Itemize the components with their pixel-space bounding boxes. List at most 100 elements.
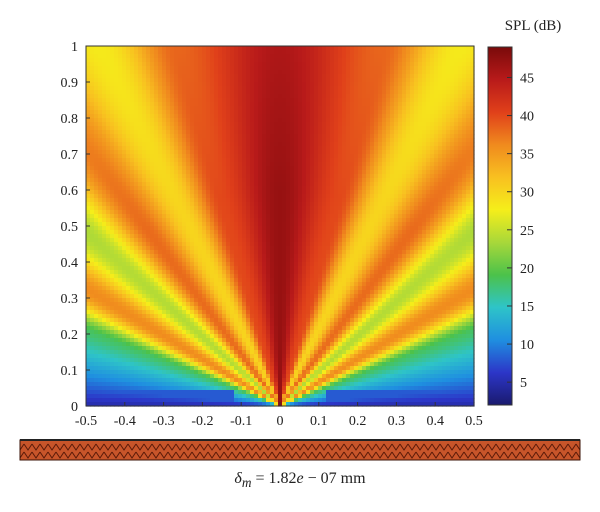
heatmap-cell <box>302 166 307 171</box>
heatmap-cell <box>430 218 435 223</box>
heatmap-cell <box>242 218 247 223</box>
heatmap-cell <box>346 90 351 95</box>
heatmap-cell <box>198 86 203 91</box>
heatmap-cell <box>298 70 303 75</box>
heatmap-cell <box>222 146 227 151</box>
heatmap-cell <box>334 146 339 151</box>
heatmap-cell <box>446 142 451 147</box>
heatmap-cell <box>374 186 379 191</box>
heatmap-cell <box>102 106 107 111</box>
heatmap-cell <box>278 182 283 187</box>
heatmap-cell <box>154 106 159 111</box>
heatmap-cell <box>150 190 155 195</box>
heatmap-cell <box>318 242 323 247</box>
heatmap-cell <box>110 198 115 203</box>
heatmap-cell <box>442 182 447 187</box>
heatmap-cell <box>470 50 475 55</box>
heatmap-cell <box>86 186 91 191</box>
heatmap-cell <box>250 138 255 143</box>
heatmap-cell <box>234 62 239 67</box>
heatmap-cell <box>234 130 239 135</box>
heatmap-cell <box>90 146 95 151</box>
heatmap-cell <box>338 118 343 123</box>
heatmap-cell <box>358 230 363 235</box>
heatmap-cell <box>418 134 423 139</box>
heatmap-cell <box>230 202 235 207</box>
heatmap-cell <box>126 122 131 127</box>
heatmap-cell <box>458 94 463 99</box>
heatmap-cell <box>330 234 335 239</box>
heatmap-cell <box>266 222 271 227</box>
heatmap-cell <box>362 150 367 155</box>
heatmap-cell <box>266 122 271 127</box>
heatmap-cell <box>394 162 399 167</box>
heatmap-cell <box>198 210 203 215</box>
heatmap-cell <box>362 74 367 79</box>
heatmap-cell <box>350 246 355 251</box>
heatmap-cell <box>114 58 119 63</box>
heatmap-cell <box>362 50 367 55</box>
heatmap-cell <box>122 158 127 163</box>
heatmap-cell <box>446 234 451 239</box>
heatmap-cell <box>386 70 391 75</box>
heatmap-cell <box>302 246 307 251</box>
heatmap-cell <box>398 106 403 111</box>
heatmap-cell <box>398 142 403 147</box>
heatmap-cell <box>358 74 363 79</box>
heatmap-cell <box>198 106 203 111</box>
heatmap-cell <box>246 214 251 219</box>
heatmap-cell <box>150 174 155 179</box>
heatmap-cell <box>178 94 183 99</box>
heatmap-cell <box>386 74 391 79</box>
heatmap-cell <box>270 174 275 179</box>
heatmap-cell <box>142 206 147 211</box>
heatmap-cell <box>410 234 415 239</box>
heatmap-cell <box>198 238 203 243</box>
heatmap-cell <box>170 54 175 59</box>
heatmap-cell <box>302 102 307 107</box>
heatmap-cell <box>202 230 207 235</box>
heatmap-cell <box>270 106 275 111</box>
heatmap-cell <box>402 234 407 239</box>
heatmap-cell <box>94 206 99 211</box>
heatmap-cell <box>206 102 211 107</box>
heatmap-cell <box>158 62 163 67</box>
heatmap-cell <box>446 86 451 91</box>
heatmap-cell <box>462 198 467 203</box>
heatmap-cell <box>382 186 387 191</box>
heatmap-cell <box>282 98 287 103</box>
heatmap-cell <box>374 58 379 63</box>
heatmap-cell <box>366 186 371 191</box>
heatmap-cell <box>274 66 279 71</box>
heatmap-cell <box>278 246 283 251</box>
heatmap-cell <box>94 186 99 191</box>
heatmap-cell <box>354 90 359 95</box>
heatmap-cell <box>386 58 391 63</box>
heatmap-cell <box>398 82 403 87</box>
heatmap-cell <box>250 122 255 127</box>
heatmap-cell <box>118 162 123 167</box>
heatmap-cell <box>382 54 387 59</box>
heatmap-cell <box>406 210 411 215</box>
heatmap-cell <box>370 126 375 131</box>
heatmap-cell <box>426 182 431 187</box>
heatmap-cell <box>162 90 167 95</box>
heatmap-cell <box>426 234 431 239</box>
heatmap-cell <box>326 66 331 71</box>
heatmap-cell <box>346 46 351 51</box>
heatmap-cell <box>126 218 131 223</box>
heatmap-cell <box>350 54 355 59</box>
heatmap-cell <box>230 218 235 223</box>
heatmap-cell <box>242 74 247 79</box>
heatmap-cell <box>162 118 167 123</box>
heatmap-cell <box>178 110 183 115</box>
heatmap-cell <box>230 234 235 239</box>
heatmap-cell <box>286 102 291 107</box>
heatmap-cell <box>450 234 455 239</box>
heatmap-cell <box>98 238 103 243</box>
heatmap-cell <box>414 162 419 167</box>
heatmap-cell <box>158 110 163 115</box>
heatmap-cell <box>386 206 391 211</box>
heatmap-cell <box>294 170 299 175</box>
heatmap-cell <box>286 62 291 67</box>
